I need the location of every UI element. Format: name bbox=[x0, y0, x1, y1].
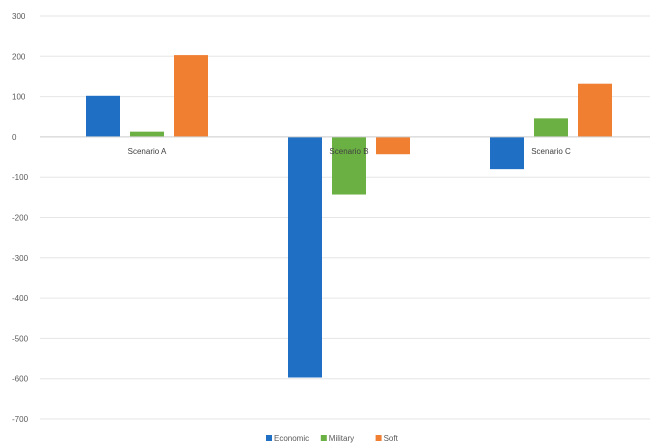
bar-economic-scenario-c bbox=[490, 136, 524, 170]
bar-soft-scenario-b bbox=[376, 136, 410, 155]
gridlines bbox=[40, 15, 650, 420]
bar-military-scenario-b bbox=[332, 136, 366, 195]
category-labels: Scenario A Scenario B Scenario C bbox=[128, 147, 571, 156]
legend-label-economic: Economic bbox=[274, 434, 309, 443]
bars bbox=[86, 55, 612, 378]
y-tick-label: 0 bbox=[12, 133, 17, 142]
y-tick-label: -400 bbox=[12, 294, 29, 303]
y-tick-label: -100 bbox=[12, 173, 29, 182]
bar-military-scenario-c bbox=[534, 118, 568, 137]
y-tick-label: -200 bbox=[12, 214, 29, 223]
bar-economic-scenario-b bbox=[288, 136, 322, 378]
y-tick-label: 300 bbox=[12, 12, 26, 21]
legend-swatch-soft bbox=[375, 435, 382, 441]
y-tick-label: 200 bbox=[12, 52, 26, 61]
bar-soft-scenario-c bbox=[578, 83, 612, 137]
legend-swatch-economic bbox=[266, 435, 272, 441]
legend: Economic Military Soft bbox=[266, 434, 399, 443]
y-axis: 300 200 100 0 -100 -200 -300 -400 -500 -600 -700 bbox=[12, 12, 29, 424]
bar-soft-scenario-a bbox=[174, 55, 208, 137]
y-tick-label: -300 bbox=[12, 254, 29, 263]
y-tick-label: -600 bbox=[12, 375, 29, 384]
bar-economic-scenario-a bbox=[86, 95, 120, 137]
y-tick-label: 100 bbox=[12, 93, 26, 102]
legend-label-soft: Soft bbox=[384, 434, 399, 443]
bar-military-scenario-a bbox=[130, 131, 164, 137]
legend-label-military: Military bbox=[329, 434, 354, 443]
category-label: Scenario B bbox=[329, 147, 368, 156]
category-label: Scenario A bbox=[128, 147, 167, 156]
y-tick-label: -500 bbox=[12, 334, 29, 343]
legend-swatch-military bbox=[320, 435, 327, 441]
y-tick-label: -700 bbox=[12, 415, 29, 424]
category-label: Scenario C bbox=[531, 147, 571, 156]
